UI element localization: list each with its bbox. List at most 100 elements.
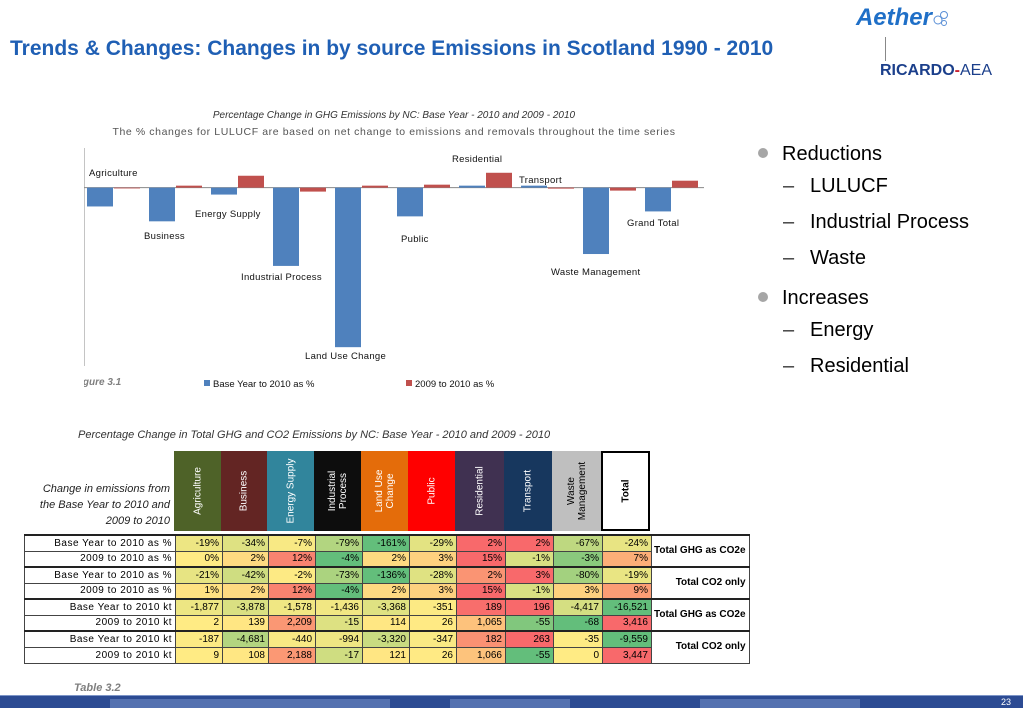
table-column-header: Waste Management bbox=[552, 451, 601, 531]
table-cell: -55 bbox=[505, 614, 554, 632]
legend-swatch bbox=[204, 380, 210, 386]
table-cell: 3,447 bbox=[602, 646, 652, 664]
table-cell: -136% bbox=[362, 566, 410, 584]
table-cell: -994 bbox=[315, 630, 363, 648]
bar-change bbox=[114, 187, 140, 189]
table-cell: 189 bbox=[456, 598, 506, 616]
table-cell: -3% bbox=[553, 550, 603, 568]
footer-segment bbox=[110, 699, 390, 708]
table-cell: -187 bbox=[175, 630, 223, 648]
table-cell: 3% bbox=[409, 582, 457, 600]
sub-bullet: – Waste bbox=[783, 247, 866, 269]
sub-bullet: – Residential bbox=[783, 355, 909, 377]
table-cell: -67% bbox=[553, 534, 603, 552]
table-cell: -21% bbox=[175, 566, 223, 584]
ricardo-logo-text: RICARDO-AEA bbox=[880, 62, 993, 79]
bar-base bbox=[87, 187, 113, 207]
table-caption: Table 3.2 bbox=[74, 682, 121, 694]
table-cell: 12% bbox=[268, 550, 316, 568]
table-column-header: Transport bbox=[504, 451, 552, 531]
table-cell: 15% bbox=[456, 582, 506, 600]
bar-change bbox=[486, 172, 512, 188]
table-cell: 2% bbox=[362, 550, 410, 568]
table-cell: -3,320 bbox=[362, 630, 410, 648]
table-column-header: Energy Supply bbox=[267, 451, 314, 531]
table-row: Base Year to 2010 kt -1,877 -3,878 -1,578 -1… bbox=[24, 598, 750, 632]
bar-base bbox=[211, 187, 237, 195]
table-cell: 2% bbox=[222, 550, 269, 568]
table-column-header: Business bbox=[221, 451, 267, 531]
bar-change bbox=[672, 180, 698, 188]
table-cell: 263 bbox=[505, 630, 554, 648]
row-label: 2009 to 2010 kt bbox=[24, 614, 176, 632]
table-cell: 2% bbox=[456, 566, 506, 584]
table-cell: -68 bbox=[553, 614, 603, 632]
bar-change bbox=[176, 185, 202, 188]
row-label: 2009 to 2010 as % bbox=[24, 550, 176, 568]
logo-divider bbox=[885, 37, 886, 61]
table-cell: 2% bbox=[505, 534, 554, 552]
slide-title: Trends & Changes: Changes in by source E… bbox=[10, 37, 774, 60]
bar-change bbox=[362, 185, 388, 188]
category-label: Grand Total bbox=[627, 218, 679, 229]
bar-chart: Percentage Change in GHG Emissions by NC… bbox=[44, 110, 704, 390]
row-note: Total CO2 only bbox=[651, 630, 750, 664]
table-cell: -17 bbox=[315, 646, 363, 664]
category-label: Energy Supply bbox=[195, 209, 261, 220]
table-cell: -3,878 bbox=[222, 598, 269, 616]
row-label: Base Year to 2010 as % bbox=[24, 534, 176, 552]
chart-title: Percentage Change in GHG Emissions by NC… bbox=[213, 110, 576, 121]
bar-change bbox=[424, 184, 450, 188]
table-cell: 0 bbox=[553, 646, 603, 664]
table-cell: 9 bbox=[175, 646, 223, 664]
table-cell: 2% bbox=[362, 582, 410, 600]
sub-bullet: – Energy bbox=[783, 319, 874, 341]
table-column-header: Total bbox=[601, 451, 650, 531]
bullet-list: Reductions – LULUCF – Industrial Process –… bbox=[756, 136, 1016, 384]
table-cell: -73% bbox=[315, 566, 363, 584]
table-cell: -7% bbox=[268, 534, 316, 552]
chart-subtitle: The % changes for LULUCF are based on ne… bbox=[112, 126, 675, 138]
table-cell: 9% bbox=[602, 582, 652, 600]
table-cell: 12% bbox=[268, 582, 316, 600]
category-label: Land Use Change bbox=[305, 351, 386, 362]
bar-change bbox=[548, 187, 574, 189]
bullet-reductions: Reductions bbox=[756, 140, 1016, 168]
category-label: Waste Management bbox=[551, 267, 641, 278]
row-label: 2009 to 2010 as % bbox=[24, 582, 176, 600]
legend-swatch bbox=[406, 380, 412, 386]
bar-base bbox=[149, 187, 175, 222]
table-cell: 139 bbox=[222, 614, 269, 632]
legend-label: Base Year to 2010 as % bbox=[213, 379, 315, 390]
table-cell: -29% bbox=[409, 534, 457, 552]
bar-change bbox=[610, 187, 636, 191]
table-column-header: Residential bbox=[455, 451, 504, 531]
table-column-header: Public bbox=[408, 451, 455, 531]
table-cell: 108 bbox=[222, 646, 269, 664]
table-cell: 3% bbox=[409, 550, 457, 568]
bar-base bbox=[583, 187, 609, 255]
table-column-header: Land Use Change bbox=[361, 451, 408, 531]
sub-bullet: – LULUCF bbox=[783, 175, 888, 197]
table-cell: 2,188 bbox=[268, 646, 316, 664]
data-table: Base Year to 2010 as % -19% -34% -7% -79% -16… bbox=[24, 534, 750, 664]
table-cell: 3% bbox=[505, 566, 554, 584]
row-label: Base Year to 2010 kt bbox=[24, 630, 176, 648]
table-row: Base Year to 2010 kt -187 -4,681 -440 -994 -3… bbox=[24, 630, 750, 664]
table-cell: 1,065 bbox=[456, 614, 506, 632]
table-cell: -440 bbox=[268, 630, 316, 648]
table-cell: 3,416 bbox=[602, 614, 652, 632]
table-cell: -351 bbox=[409, 598, 457, 616]
table-cell: 0% bbox=[175, 550, 223, 568]
category-label: Residential bbox=[452, 154, 502, 165]
category-label: Public bbox=[401, 234, 429, 245]
table-cell: -80% bbox=[553, 566, 603, 584]
table-row-header: Change in emissions from the Base Year t… bbox=[39, 483, 170, 527]
category-label: Agriculture bbox=[89, 168, 138, 179]
table-cell: 15% bbox=[456, 550, 506, 568]
table-cell: -1,877 bbox=[175, 598, 223, 616]
table-cell: -55 bbox=[505, 646, 554, 664]
table-cell: -1,436 bbox=[315, 598, 363, 616]
row-note: Total GHG as CO2e bbox=[651, 598, 750, 632]
table-cell: -161% bbox=[362, 534, 410, 552]
